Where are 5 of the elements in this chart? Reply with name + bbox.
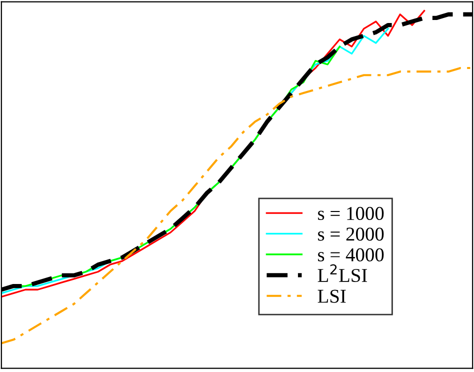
legend-label: L$^{2}$LSI xyxy=(318,264,367,282)
legend-label: LSI xyxy=(318,290,346,303)
legend-label: s = 2000 xyxy=(318,228,384,241)
legend-label: s = 1000 xyxy=(318,206,384,220)
legend-label: s = 4000 xyxy=(318,248,384,262)
